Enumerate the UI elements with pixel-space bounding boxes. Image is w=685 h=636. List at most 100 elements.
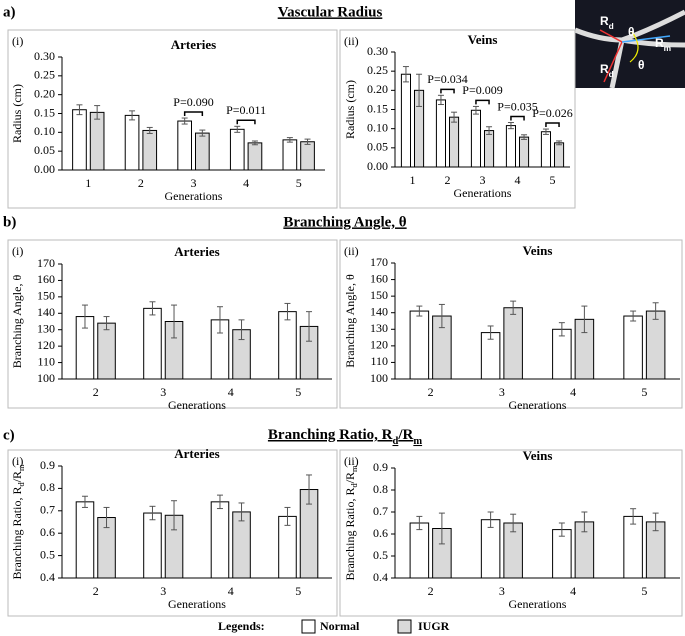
y-tick-label: 0.9 bbox=[373, 460, 388, 474]
significance-bracket bbox=[183, 111, 204, 117]
error-bar bbox=[416, 73, 423, 107]
error-bar bbox=[438, 303, 445, 329]
error-bar bbox=[521, 134, 528, 140]
bar bbox=[143, 512, 162, 579]
subscript: d bbox=[609, 21, 614, 31]
bar bbox=[505, 125, 516, 168]
inset-label: θ bbox=[628, 25, 635, 39]
y-tick-label: 110 bbox=[37, 354, 55, 368]
text-part: R bbox=[600, 14, 609, 28]
error-bar bbox=[542, 128, 549, 135]
bar bbox=[480, 519, 501, 579]
significance-bracket bbox=[510, 115, 525, 121]
text-part: Branching Ratio, R bbox=[343, 488, 357, 581]
y-tick-label: 0.00 bbox=[367, 159, 388, 173]
error-bar bbox=[238, 319, 245, 341]
y-tick-label: 160 bbox=[37, 272, 55, 286]
bar bbox=[143, 307, 162, 380]
y-tick-label: 0.4 bbox=[373, 570, 388, 584]
x-tick-label: 2 bbox=[428, 385, 434, 399]
y-tick-label: 110 bbox=[370, 354, 388, 368]
x-axis-label: Generations bbox=[168, 597, 226, 611]
error-bar bbox=[286, 137, 293, 143]
x-tick-label: 2 bbox=[428, 584, 434, 598]
x-axis-label: Generations bbox=[168, 398, 226, 412]
bar bbox=[400, 73, 411, 168]
bar bbox=[232, 511, 251, 579]
text-part: /R bbox=[10, 471, 24, 482]
legend-title: Legends: bbox=[218, 619, 265, 633]
y-axis-label: Branching Angle, θ bbox=[10, 275, 24, 369]
x-tick-label: 5 bbox=[295, 584, 301, 598]
error-bar bbox=[81, 495, 88, 508]
error-bar bbox=[76, 104, 83, 116]
error-bar bbox=[149, 505, 156, 521]
error-bar bbox=[94, 105, 101, 120]
subscript: d bbox=[17, 482, 26, 487]
bar bbox=[435, 99, 446, 168]
y-tick-label: 0.8 bbox=[40, 480, 55, 494]
bar bbox=[72, 109, 87, 171]
x-tick-label: 2 bbox=[445, 173, 451, 187]
inset-label: Rd bbox=[600, 62, 614, 79]
y-tick-label: 100 bbox=[37, 371, 55, 385]
x-tick-label: 3 bbox=[160, 584, 166, 598]
subscript: m bbox=[17, 464, 26, 471]
y-tick-label: 120 bbox=[370, 338, 388, 352]
y-tick-label: 150 bbox=[37, 289, 55, 303]
p-value: P=0.009 bbox=[462, 83, 502, 97]
y-tick-label: 170 bbox=[370, 255, 388, 269]
error-bar bbox=[171, 500, 178, 531]
x-axis-label: Generations bbox=[509, 597, 567, 611]
bar bbox=[195, 132, 210, 171]
section-label: a) bbox=[3, 4, 16, 20]
error-bar bbox=[558, 522, 565, 537]
error-bar bbox=[306, 311, 313, 342]
x-tick-label: 5 bbox=[296, 176, 302, 190]
legend-swatch bbox=[301, 619, 316, 634]
y-tick-label: 0.8 bbox=[373, 482, 388, 496]
bar bbox=[623, 315, 643, 380]
bar bbox=[177, 120, 193, 171]
panel-border bbox=[339, 29, 576, 209]
text-part: /R bbox=[397, 427, 413, 443]
x-tick-label: 4 bbox=[243, 176, 249, 190]
chart-title: Arteries bbox=[171, 37, 216, 52]
y-tick-label: 0.20 bbox=[367, 82, 388, 96]
bar bbox=[484, 130, 495, 168]
x-tick-label: 5 bbox=[641, 584, 647, 598]
bar bbox=[623, 515, 643, 579]
error-bar bbox=[630, 310, 637, 322]
x-tick-label: 2 bbox=[93, 385, 99, 399]
error-bar bbox=[234, 125, 241, 133]
error-bar bbox=[216, 306, 223, 334]
y-tick-label: 160 bbox=[370, 271, 388, 285]
error-bar bbox=[284, 302, 291, 321]
text-part: /R bbox=[343, 472, 357, 483]
panel-label: (ii) bbox=[344, 454, 359, 468]
panel-border bbox=[339, 449, 683, 617]
y-tick-label: 0.30 bbox=[34, 49, 55, 63]
chart-title: Arteries bbox=[174, 446, 219, 461]
error-bar bbox=[487, 325, 494, 340]
error-bar bbox=[304, 138, 311, 145]
panel-border bbox=[7, 239, 338, 409]
y-tick-label: 130 bbox=[370, 321, 388, 335]
text-part: Branching Ratio, R bbox=[10, 487, 24, 580]
chart-title: Arteries bbox=[174, 244, 219, 259]
bar bbox=[278, 311, 297, 380]
error-bar bbox=[472, 105, 479, 115]
x-tick-label: 2 bbox=[93, 584, 99, 598]
y-axis-label: Radius (cm) bbox=[10, 84, 24, 143]
y-axis-label: Branching Ratio, Rd/Rm bbox=[343, 465, 360, 581]
y-tick-label: 130 bbox=[37, 321, 55, 335]
x-tick-label: 5 bbox=[295, 385, 301, 399]
x-tick-label: 3 bbox=[499, 584, 505, 598]
y-tick-label: 0.25 bbox=[34, 68, 55, 82]
x-tick-label: 4 bbox=[515, 173, 521, 187]
error-bar bbox=[149, 301, 156, 316]
y-axis-label: Radius (cm) bbox=[343, 80, 357, 139]
x-axis-label: Generations bbox=[454, 186, 512, 200]
error-bar bbox=[402, 66, 409, 83]
